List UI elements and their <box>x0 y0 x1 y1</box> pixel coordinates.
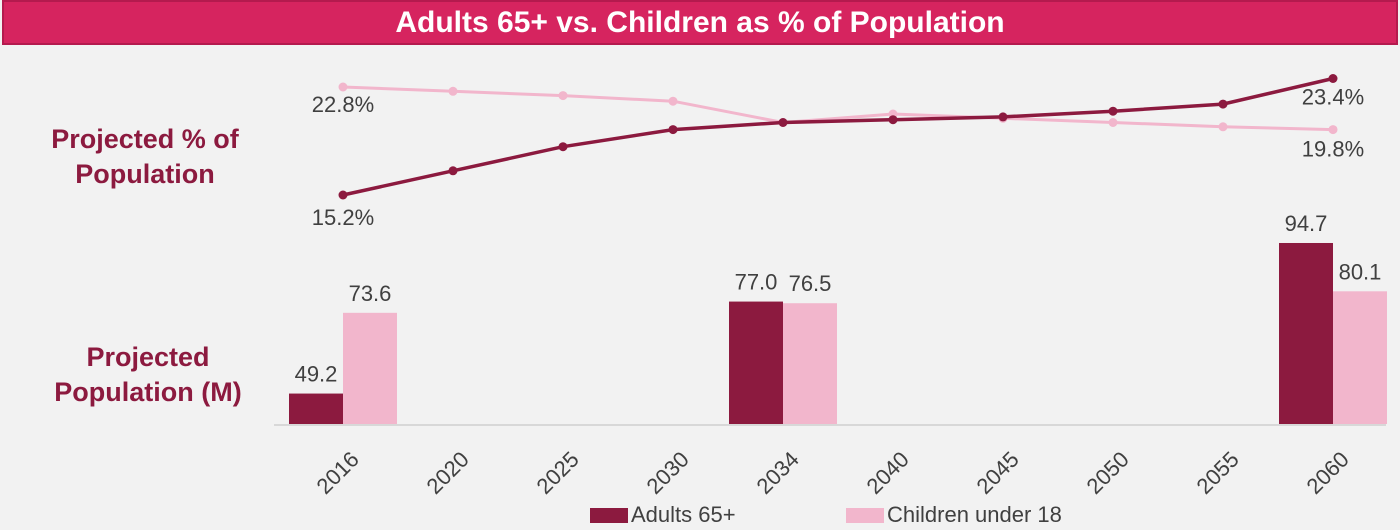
line-point-children-2016 <box>338 82 348 92</box>
legend-label-adults: Adults 65+ <box>631 502 736 527</box>
bar-adults-2060 <box>1279 242 1333 424</box>
x-tick-2045: 2045 <box>972 447 1024 499</box>
bar-adults-2034 <box>729 301 783 424</box>
bar-label-children-2060: 80.1 <box>1339 259 1382 284</box>
line-point-children-2055 <box>1218 122 1228 132</box>
x-tick-2030: 2030 <box>642 447 694 499</box>
bar-label-children-2016: 73.6 <box>349 281 392 306</box>
line-point-adults-2025 <box>558 142 568 152</box>
x-tick-2050: 2050 <box>1082 447 1134 499</box>
bar-children-2016 <box>343 312 397 424</box>
percent-section-label: Projected % of Population <box>51 124 239 189</box>
line-point-adults-2055 <box>1218 99 1228 109</box>
line-point-children-2050 <box>1108 118 1118 127</box>
line-point-adults-2030 <box>668 125 678 135</box>
line-label-children-2060: 19.8% <box>1302 137 1364 162</box>
line-series-adults <box>342 76 1334 197</box>
x-tick-2016: 2016 <box>312 447 364 499</box>
legend-swatch-adults <box>590 507 628 523</box>
legend-swatch-children <box>846 507 884 523</box>
line-label-children-2016: 22.8% <box>312 92 374 117</box>
line-series-children <box>342 85 1334 132</box>
bar-label-adults-2060: 94.7 <box>1285 211 1328 236</box>
bar-children-2034 <box>783 303 837 424</box>
x-tick-2040: 2040 <box>862 447 914 499</box>
line-point-children-2020 <box>448 86 458 96</box>
legend-item-children: Children under 18 <box>846 502 1062 528</box>
line-point-adults-2050 <box>1108 106 1118 116</box>
line-point-children-2030 <box>668 96 678 106</box>
line-point-adults-2020 <box>448 166 458 176</box>
line-point-adults-2034 <box>778 118 788 127</box>
legend-label-children: Children under 18 <box>887 502 1062 527</box>
line-point-adults-2060 <box>1328 74 1338 83</box>
line-point-adults-2016 <box>338 190 348 200</box>
line-point-adults-2045 <box>998 112 1008 122</box>
population-section-label: Projected Population (M) <box>54 342 242 407</box>
line-point-adults-2040 <box>888 115 898 125</box>
bar-label-adults-2016: 49.2 <box>295 362 338 387</box>
line-label-adults-2060: 23.4% <box>1302 85 1364 110</box>
line-point-children-2060 <box>1328 125 1338 135</box>
x-tick-2020: 2020 <box>422 447 474 499</box>
bar-label-children-2034: 76.5 <box>789 271 832 296</box>
bar-children-2060 <box>1333 291 1387 424</box>
chart-title-bar: Adults 65+ vs. Children as % of Populati… <box>2 0 1398 45</box>
chart-title: Adults 65+ vs. Children as % of Populati… <box>395 5 1005 39</box>
x-tick-2025: 2025 <box>532 447 584 499</box>
line-label-adults-2016: 15.2% <box>312 205 374 230</box>
bar-adults-2016 <box>289 393 343 424</box>
line-point-children-2025 <box>558 91 568 101</box>
x-tick-2055: 2055 <box>1192 447 1244 499</box>
x-tick-2034: 2034 <box>752 447 804 499</box>
bar-label-adults-2034: 77.0 <box>735 270 778 295</box>
legend-item-adults: Adults 65+ <box>590 502 736 528</box>
x-tick-2060: 2060 <box>1302 447 1354 499</box>
